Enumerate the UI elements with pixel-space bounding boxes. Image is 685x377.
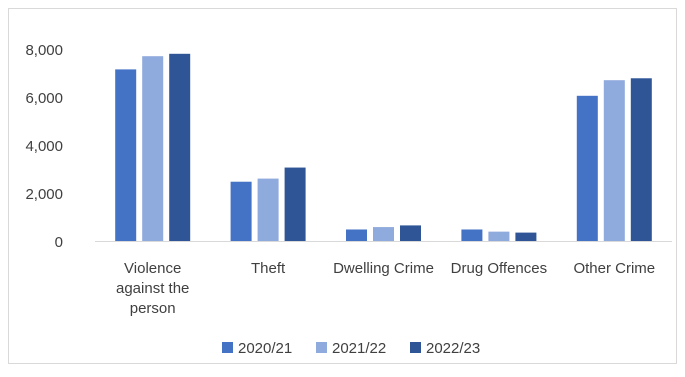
bar-2022-23 — [284, 167, 306, 241]
x-tick-label: against the — [116, 280, 189, 297]
legend-swatch — [410, 342, 421, 353]
y-axis-labels: 0 2,000 4,000 6,000 8,000 — [25, 42, 63, 251]
bar-2020-21 — [576, 95, 598, 241]
bar-2022-23 — [515, 232, 537, 241]
bar-2021-22 — [488, 231, 510, 241]
y-tick-label: 8,000 — [25, 42, 63, 59]
y-tick-label: 6,000 — [25, 90, 63, 107]
x-tick-label: Drug Offences — [451, 260, 547, 277]
y-tick-label: 0 — [55, 234, 63, 251]
legend-label: 2020/21 — [238, 340, 292, 357]
legend-swatch — [316, 342, 327, 353]
bar-2021-22 — [142, 56, 164, 242]
bar-2020-21 — [346, 229, 367, 241]
chart-border — [8, 8, 677, 364]
legend-label: 2021/22 — [332, 340, 386, 357]
bar-2022-23 — [169, 53, 191, 241]
legend-swatch — [222, 342, 233, 353]
y-tick-label: 4,000 — [25, 138, 63, 155]
y-tick-label: 2,000 — [25, 186, 63, 203]
x-tick-label: person — [130, 300, 176, 317]
bar-2020-21 — [461, 229, 483, 241]
x-tick-label: Violence — [124, 260, 181, 277]
bar-2022-23 — [630, 78, 652, 241]
x-axis-labels: Violence against the person Theft Dwelling C… — [116, 260, 655, 317]
x-tick-label: Dwelling Crime — [333, 260, 434, 277]
x-tick-label: Other Crime — [573, 260, 655, 277]
bar-2022-23 — [400, 225, 421, 241]
bar-2020-21 — [115, 69, 137, 242]
legend: 2020/21 2021/22 2022/23 — [222, 340, 480, 357]
bar-2021-22 — [373, 227, 394, 241]
legend-label: 2022/23 — [426, 340, 480, 357]
x-tick-label: Theft — [251, 260, 286, 277]
bar-2021-22 — [603, 80, 625, 241]
bars — [115, 53, 652, 242]
bar-2020-21 — [230, 181, 252, 241]
bar-2021-22 — [257, 178, 279, 241]
